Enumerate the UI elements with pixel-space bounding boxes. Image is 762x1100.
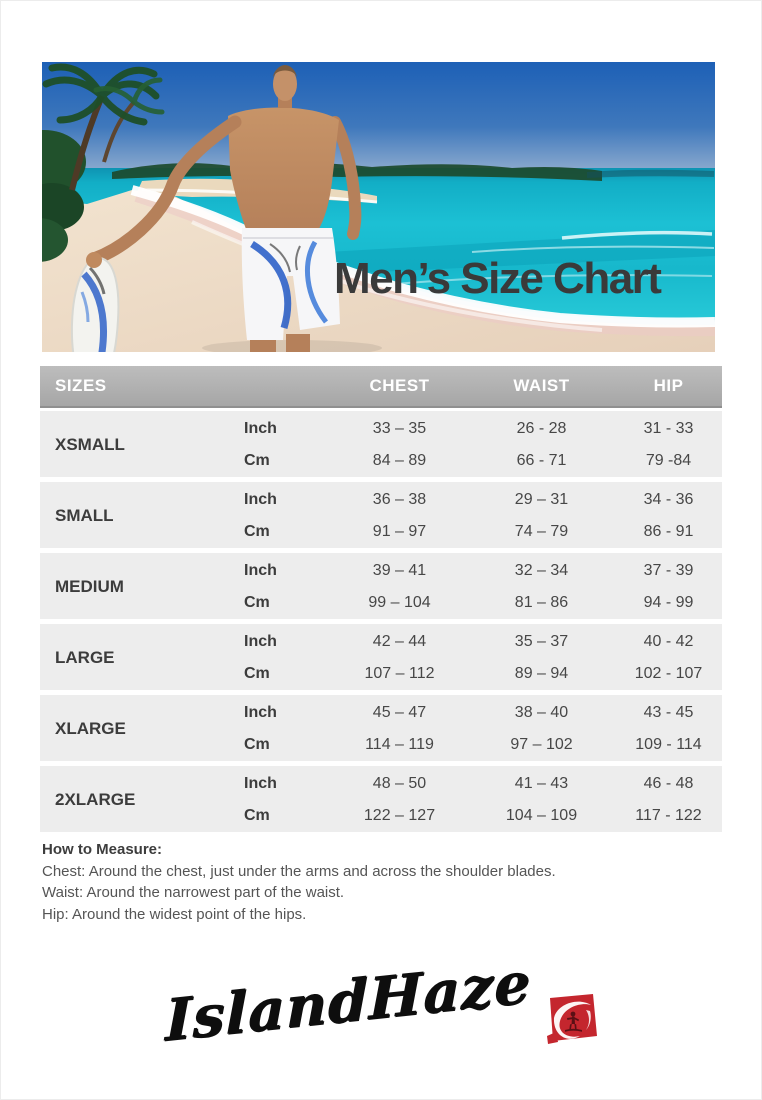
waist-inch: 41 – 43 — [514, 775, 569, 792]
chest-cm: 84 – 89 — [372, 452, 427, 469]
hero-image: Men’s Size Chart — [42, 62, 715, 352]
unit-inch: Inch — [244, 420, 277, 437]
waist-inch: 26 - 28 — [516, 420, 567, 437]
unit-inch: Inch — [244, 775, 277, 792]
table-row-large: LARGE Inch 42 – 44 35 – 37 40 - 42 Cm 10… — [40, 624, 722, 690]
sky — [42, 62, 715, 170]
unit-cm: Cm — [244, 594, 270, 611]
chest-cm: 114 – 119 — [365, 736, 434, 753]
unit-cm: Cm — [244, 452, 270, 469]
hip-inch: 40 - 42 — [643, 633, 694, 650]
chest-inch: 45 – 47 — [372, 704, 427, 721]
waist-cm: 81 – 86 — [514, 594, 569, 611]
waist-inch: 32 – 34 — [514, 562, 569, 579]
size-label: MEDIUM — [55, 577, 124, 596]
chest-cm: 91 – 97 — [372, 523, 427, 540]
waist-cm: 97 – 102 — [510, 736, 573, 753]
chest-cm: 107 – 112 — [364, 665, 435, 682]
unit-inch: Inch — [244, 704, 277, 721]
shore-foam — [130, 185, 715, 328]
measure-title: How to Measure: — [42, 841, 163, 858]
beach-scene-graphic — [42, 62, 715, 352]
wave-foam-2 — [471, 245, 715, 253]
page-title: Men’s Size Chart — [334, 254, 662, 303]
size-label: 2XLARGE — [55, 790, 136, 809]
measure-hip-line: Hip: Around the widest point of the hips… — [42, 905, 307, 923]
table-header-row: SIZES CHEST WAIST HIP — [40, 366, 722, 408]
waist-cm: 104 – 109 — [505, 807, 578, 824]
unit-cm: Cm — [244, 523, 270, 540]
unit-cm: Cm — [244, 807, 270, 824]
how-to-measure-section: How to Measure: Chest: Around the chest,… — [42, 839, 556, 925]
hip-inch: 46 - 48 — [643, 775, 694, 792]
unit-inch: Inch — [244, 562, 277, 579]
unit-inch: Inch — [244, 491, 277, 508]
hip-cm: 102 - 107 — [634, 665, 703, 682]
surfer-wave-icon — [547, 994, 598, 1044]
hip-cm: 79 -84 — [645, 452, 692, 469]
chest-inch: 48 – 50 — [372, 775, 427, 792]
waist-cm: 66 - 71 — [516, 452, 567, 469]
brand-logo: IslandHaze — [0, 948, 762, 1072]
hip-inch: 34 - 36 — [643, 491, 694, 508]
wave-foam-3 — [371, 274, 713, 287]
wave-band — [292, 230, 715, 276]
chest-inch: 39 – 41 — [372, 562, 427, 579]
table-row-2xlarge: 2XLARGE Inch 48 – 50 41 – 43 46 - 48 Cm … — [40, 766, 722, 832]
measure-chest-line: Chest: Around the chest, just under the … — [42, 862, 556, 880]
chest-inch: 33 – 35 — [372, 420, 427, 437]
waist-inch: 38 – 40 — [514, 704, 569, 721]
unit-cm: Cm — [244, 665, 270, 682]
size-table: SIZES CHEST WAIST HIP XSMALL Inch 33 – 3… — [40, 366, 722, 837]
hip-cm: 117 - 122 — [635, 807, 702, 824]
palm-tree-graphic — [42, 63, 165, 262]
table-row-xlarge: XLARGE Inch 45 – 47 38 – 40 43 - 45 Cm 1… — [40, 695, 722, 761]
size-label: LARGE — [55, 648, 115, 667]
header-hip: HIP — [653, 376, 684, 395]
brand-name: IslandHaze — [164, 948, 532, 1055]
hip-cm: 86 - 91 — [643, 523, 694, 540]
waist-inch: 29 – 31 — [514, 491, 569, 508]
header-sizes: SIZES — [55, 376, 107, 395]
table-row-xsmall: XSMALL Inch 33 – 35 26 - 28 31 - 33 Cm 8… — [40, 411, 722, 477]
hip-cm: 109 - 114 — [635, 736, 702, 753]
size-label: XLARGE — [55, 719, 126, 738]
hip-cm: 94 - 99 — [643, 594, 694, 611]
header-chest: CHEST — [369, 376, 430, 395]
size-label: SMALL — [55, 506, 114, 525]
unit-cm: Cm — [244, 736, 270, 753]
waist-cm: 89 – 94 — [514, 665, 569, 682]
unit-inch: Inch — [244, 633, 277, 650]
chest-inch: 36 – 38 — [372, 491, 427, 508]
waist-inch: 35 – 37 — [514, 633, 569, 650]
surfer-graphic — [70, 65, 382, 352]
surfboard-graphic — [70, 256, 120, 352]
chest-cm: 122 – 127 — [363, 807, 436, 824]
measure-waist-line: Waist: Around the narrowest part of the … — [42, 884, 345, 901]
table-row-medium: MEDIUM Inch 39 – 41 32 – 34 37 - 39 Cm 9… — [40, 553, 722, 619]
chest-cm: 99 – 104 — [368, 594, 431, 611]
chest-inch: 42 – 44 — [372, 633, 427, 650]
size-label: XSMALL — [55, 435, 125, 454]
hip-inch: 37 - 39 — [643, 562, 694, 579]
hip-inch: 43 - 45 — [643, 704, 694, 721]
hip-inch: 31 - 33 — [643, 420, 694, 437]
wet-sand — [134, 186, 715, 337]
table-row-small: SMALL Inch 36 – 38 29 – 31 34 - 36 Cm 91… — [40, 482, 722, 548]
wave-foam-1 — [561, 230, 713, 240]
distant-shore — [587, 169, 714, 178]
header-waist: WAIST — [513, 376, 570, 395]
waist-cm: 74 – 79 — [514, 523, 569, 540]
